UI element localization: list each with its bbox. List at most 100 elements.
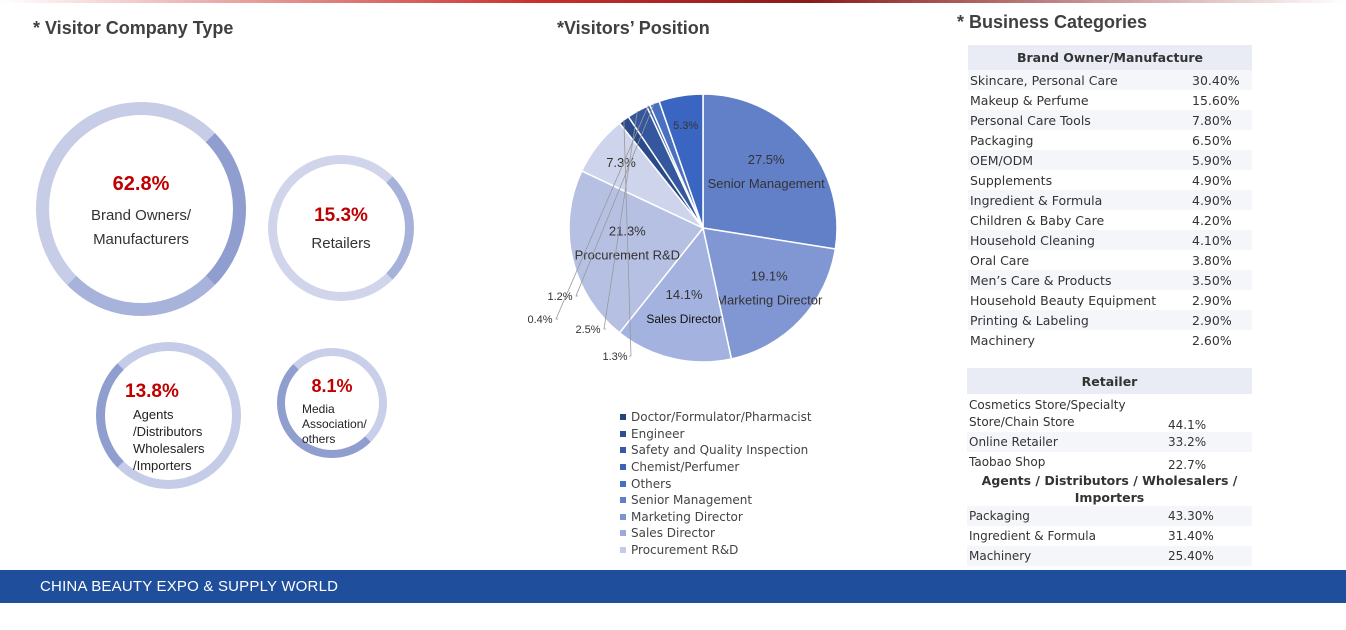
pie-slice [702,227,837,360]
legend-label: Others [631,476,672,491]
brand-category: Makeup & Perfume [970,92,1089,108]
brand-owner-table: Brand Owner/Manufacture Skincare, Person… [968,45,1252,350]
slice-value-label: 19.1% [751,269,788,284]
brand-value: 2.60% [1192,332,1232,348]
table-row: Supplements 4.90% [968,170,1252,190]
media-label: Media Association/ others [302,402,367,447]
leader-line [575,102,655,297]
legend-item: Safety and Quality Inspection [620,442,812,459]
slice-category-label: Procurement R&D [575,248,680,263]
brand-category: Printing & Labeling [968,310,1190,330]
brand-value: 3.50% [1190,270,1252,290]
retailer-category: Taobao Shop [969,455,1046,469]
agents-category: Ingredient & Formula [969,529,1096,543]
footer-banner: CHINA BEAUTY EXPO & SUPPLY WORLD [0,570,1346,603]
brand-category: OEM/ODM [968,150,1190,170]
brand-value: 4.90% [1192,172,1232,188]
media-pct: 8.1% [311,376,353,396]
brand-category: Household Cleaning [968,230,1190,250]
slice-value-label: 2.5% [575,324,600,336]
agents-value: 25.40% [1166,546,1252,566]
table-row: Packaging 6.50% [968,130,1252,150]
table-row: Household Beauty Equipment 2.90% [968,290,1252,310]
brand-category: Skincare, Personal Care [968,70,1190,90]
slice-value-label: 0.4% [527,314,552,326]
table-row: Children & Baby Care 4.20% [968,210,1252,230]
brand-value: 2.90% [1190,310,1252,330]
brand-value: 4.10% [1190,230,1252,250]
table-row: Skincare, Personal Care 30.40% [968,70,1252,90]
brand-value: 6.50% [1192,132,1232,148]
pie-slice [658,93,704,229]
legend-swatch [620,480,626,487]
table-row: Printing & Labeling 2.90% [968,310,1252,330]
visitor-position-pie-chart: 27.5% Senior Management 19.1% Marketing Dir… [527,93,838,363]
slice-category-label: Sales Director [646,312,721,326]
table-row: Oral Care 3.80% [968,250,1252,270]
legend-swatch [620,513,626,520]
slice-value-label: 5.3% [673,120,698,132]
table-row: Machinery 2.60% [968,330,1252,350]
brand-owner-header: Brand Owner/Manufacture [968,45,1252,70]
brand-owners-label-1: Brand Owners/ [90,207,192,224]
retailer-value: 22.7% [1168,458,1207,472]
brand-category: Children & Baby Care [970,212,1105,228]
brand-value: 7.80% [1190,110,1252,130]
legend-swatch [620,464,626,471]
table-row: Cosmetics Store/Specialty Store/Chain St… [967,394,1252,432]
brand-value: 3.80% [1192,252,1232,268]
agents-category: Packaging [967,506,1166,526]
legend-item: Procurement R&D [620,542,812,559]
table-row: Online Retailer 33.2% [967,432,1252,452]
brand-value: 4.90% [1190,190,1252,210]
brand-category: Oral Care [970,252,1030,268]
pie-legend: Doctor/Formulator/Pharmacist Engineer Safe… [620,409,812,558]
legend-item: Others [620,475,812,492]
brand-value: 5.90% [1190,150,1252,170]
media-label-3: others [302,432,336,446]
leader-line [623,119,632,357]
retailers-label: Retailers [311,235,371,252]
agents-value: 43.30% [1166,506,1252,526]
legend-item: Senior Management [620,492,812,509]
legend-swatch [620,530,626,537]
leader-line [555,105,649,320]
brand-category: Packaging [970,132,1034,148]
legend-item: Doctor/Formulator/Pharmacist [620,409,812,426]
legend-label: Senior Management [631,493,753,508]
slice-category-label: Marketing Director [716,293,823,308]
brand-value: 30.40% [1190,70,1252,90]
agents-label-1: Agents [133,407,174,422]
legend-label: Doctor/Formulator/Pharmacist [631,410,812,425]
table-row: Taobao Shop 22.7% [967,452,1252,472]
table-row: OEM/ODM 5.90% [968,150,1252,170]
legend-swatch [620,547,626,554]
legend-item: Marketing Director [620,509,812,526]
brand-owners-pct: 62.8% [112,173,170,195]
position-title: *Visitors’ Position [557,18,710,38]
retailer-category: Online Retailer [967,432,1166,452]
legend-swatch [620,430,626,437]
company-type-title: * Visitor Company Type [33,18,234,38]
legend-swatch [620,497,626,504]
legend-swatch [620,447,626,454]
slice-category-label: Senior Management [708,176,825,191]
brand-category: Supplements [970,172,1053,188]
table-row: Ingredient & Formula 31.40% [967,526,1252,546]
legend-label: Chemist/Perfumer [631,460,740,475]
brand-value: 4.20% [1192,212,1232,228]
table-row: Personal Care Tools 7.80% [968,110,1252,130]
agents-header: Agents / Distributors / Wholesalers / Im… [967,472,1252,506]
slice-value-label: 27.5% [748,152,785,167]
retailer-value: 33.2% [1166,432,1252,452]
agents-pct: 13.8% [125,381,179,402]
table-row: Machinery 25.40% [967,546,1252,566]
agents-circle: 13.8% Agents /Distributors Wholesalers /… [96,342,241,489]
media-circle: 8.1% Media Association/ others [277,348,387,458]
table-row: Men’s Care & Products 3.50% [968,270,1252,290]
legend-label: Safety and Quality Inspection [631,443,809,458]
retailers-circle: 15.3% Retailers [268,155,414,301]
legend-label: Sales Director [631,526,715,541]
agents-label-3: Wholesalers [133,441,205,456]
brand-category: Personal Care Tools [968,110,1190,130]
